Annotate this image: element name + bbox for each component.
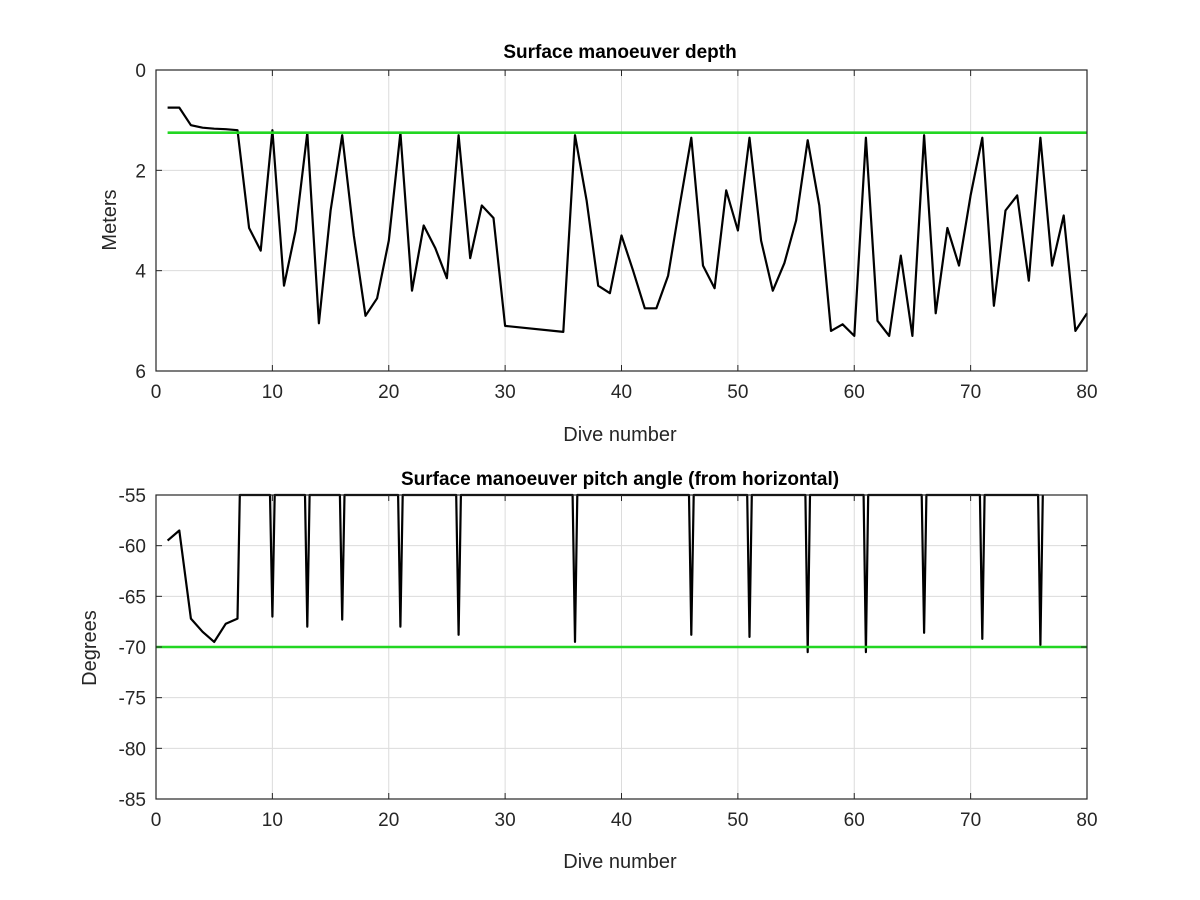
y-axis-label: Meters (99, 189, 121, 250)
x-tick-label: 50 (727, 810, 748, 831)
depth-chart: Surface manoeuver depth Dive number Mete… (99, 42, 1098, 446)
y-tick-label: -75 (119, 689, 146, 710)
y-tick-label: 4 (135, 262, 146, 283)
x-tick-label: 10 (262, 810, 283, 831)
x-axis-label: Dive number (563, 851, 677, 873)
chart-title: Surface manoeuver depth (503, 42, 736, 63)
y-tick-label: -55 (119, 486, 146, 507)
y-tick-label: -80 (119, 739, 146, 760)
x-tick-label: 60 (844, 810, 865, 831)
x-tick-label: 20 (378, 382, 399, 403)
x-tick-label: 70 (960, 810, 981, 831)
series-line (166, 493, 1044, 654)
y-tick-label: -70 (119, 638, 146, 659)
y-tick-label: 2 (135, 161, 146, 182)
x-tick-label: 40 (611, 810, 632, 831)
x-axis-label: Dive number (563, 424, 677, 446)
x-tick-label: 60 (844, 382, 865, 403)
y-tick-label: 0 (135, 61, 146, 82)
y-axis-label: Degrees (79, 610, 101, 686)
x-tick-label: 70 (960, 382, 981, 403)
x-tick-label: 20 (378, 810, 399, 831)
x-tick-label: 50 (727, 382, 748, 403)
y-tick-label: -60 (119, 537, 146, 558)
series-line (167, 106, 1088, 337)
x-tick-label: 10 (262, 382, 283, 403)
x-tick-label: 40 (611, 382, 632, 403)
x-tick-label: 0 (151, 810, 162, 831)
x-tick-label: 80 (1076, 810, 1097, 831)
y-tick-label: -85 (119, 790, 146, 811)
y-tick-label: -65 (119, 587, 146, 608)
x-tick-label: 80 (1076, 382, 1097, 403)
x-tick-label: 30 (495, 810, 516, 831)
x-tick-label: 30 (495, 382, 516, 403)
grid (156, 70, 1087, 371)
chart-title: Surface manoeuver pitch angle (from hori… (401, 469, 839, 490)
x-tick-label: 0 (151, 382, 162, 403)
y-tick-label: 6 (135, 362, 146, 383)
pitch-chart: Surface manoeuver pitch angle (from hori… (79, 469, 1098, 873)
